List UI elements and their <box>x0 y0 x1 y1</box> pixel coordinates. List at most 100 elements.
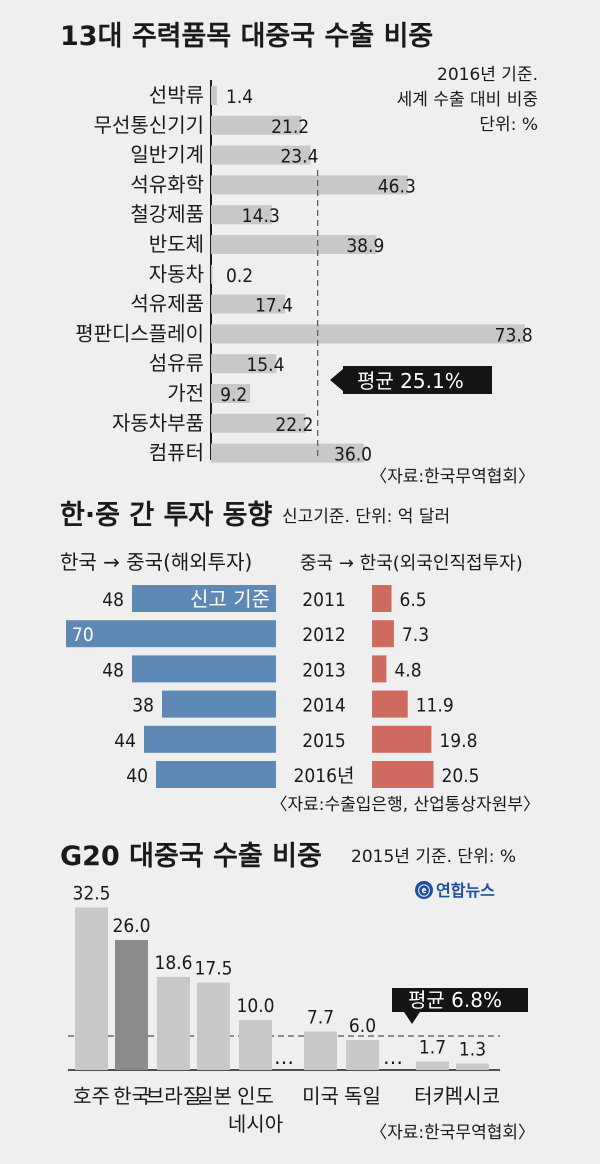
chart2-right-bar <box>372 761 434 788</box>
chart2-left-bar <box>132 655 276 683</box>
chart1-bar <box>211 443 364 463</box>
chart3-category-label: 터키 <box>414 1084 451 1108</box>
chart2-year-label: 2013 <box>302 659 346 681</box>
chart2-year-label: 2014 <box>302 695 346 717</box>
chart2-right-value: 11.9 <box>416 695 454 717</box>
chart2-right-bar <box>372 725 432 753</box>
chart2-right-bar <box>372 585 392 612</box>
chart1-value-label: 22.2 <box>275 414 313 436</box>
chart1-category-label: 석유제품 <box>130 292 204 316</box>
chart1-category-label: 선박류 <box>149 83 204 107</box>
chart1-bar <box>211 145 311 165</box>
chart1-bar <box>211 384 251 403</box>
logo-glyph: ⓔ <box>418 883 430 898</box>
chart1-title: 13대 주력품목 대중국 수출 비중 <box>60 21 433 52</box>
chart3-category-label: 일본 <box>195 1084 232 1108</box>
chart3-category-label: 네시아 <box>228 1112 283 1136</box>
chart1-category-label: 석유화학 <box>130 172 204 196</box>
chart3-category-label: 멕시코 <box>445 1084 500 1108</box>
chart3-value-label: 10.0 <box>236 995 274 1017</box>
chart1-note-2: 세계 수출 대비 비중 <box>397 90 538 110</box>
chart3-value-label: 17.5 <box>194 958 232 980</box>
chart1-value-label: 0.2 <box>226 265 253 287</box>
chart1-value-label: 9.2 <box>220 384 247 406</box>
chart2-left-value: 48 <box>102 659 124 681</box>
chart3-ellipsis: … <box>274 1045 294 1069</box>
chart1-value-label: 73.8 <box>495 324 533 346</box>
chart3-title: G20 대중국 수출 비중 <box>60 841 322 872</box>
chart1-bar <box>211 354 277 374</box>
chart2-year-label: 2015 <box>302 730 346 752</box>
chart2-right-bar <box>372 690 408 718</box>
chart3-category-label: 인도 <box>237 1084 274 1108</box>
chart1-bar <box>211 235 377 254</box>
chart3-value-label: 1.3 <box>459 1039 486 1061</box>
chart2-left-bar <box>162 690 276 718</box>
chart1-average-label: 평균 25.1% <box>357 369 464 393</box>
chart1-category-label: 평판디스플레이 <box>75 321 204 345</box>
chart3-average-label: 평균 6.8% <box>408 988 502 1012</box>
chart2-right-value: 6.5 <box>400 589 427 611</box>
chart3-ellipsis: … <box>383 1045 403 1069</box>
chart1-category-label: 가전 <box>167 381 204 405</box>
chart1-bar <box>211 413 306 433</box>
chart3-value-label: 18.6 <box>154 952 192 974</box>
chart1-value-label: 38.9 <box>346 235 384 257</box>
chart3-value-label: 7.7 <box>307 1007 334 1029</box>
chart3-category-label: 독일 <box>344 1084 381 1108</box>
chart3-category-label: 호주 <box>73 1084 110 1108</box>
chart2-left-value: 44 <box>114 730 136 752</box>
chart1-category-label: 일반기계 <box>130 143 204 167</box>
chart2-year-label: 2011 <box>302 589 346 611</box>
chart3-bar <box>115 940 148 1070</box>
chart1-category-label: 무선통신기기 <box>94 113 204 137</box>
chart2-left-header: 한국 → 중국(해외투자) <box>60 550 252 574</box>
chart2-left-bar <box>132 585 276 612</box>
chart2-bar-note: 신고 기준 <box>190 587 270 611</box>
chart2-right-bar <box>372 620 394 648</box>
chart2-source: 〈자료:수출입은행, 산업통상자원부〉 <box>271 795 541 815</box>
chart1-bar <box>211 86 217 105</box>
chart2-left-bar <box>144 725 276 753</box>
chart1-value-label: 21.2 <box>271 116 309 138</box>
chart3-value-label: 1.7 <box>419 1037 446 1059</box>
chart1-value-label: 36.0 <box>334 444 372 466</box>
chart2-title: 한·중 간 투자 동향 <box>60 500 272 531</box>
chart2-left-value: 38 <box>132 695 154 717</box>
chart1-average-callout <box>330 366 492 394</box>
chart1-value-label: 17.4 <box>255 295 293 317</box>
chart1-bar <box>211 324 525 344</box>
chart1-note-1: 2016년 기준. <box>437 65 538 85</box>
chart2-right-header: 중국 → 한국(외국인직접투자) <box>300 553 523 574</box>
chart1-category-label: 컴퓨터 <box>149 441 204 465</box>
logo-mark <box>415 881 433 899</box>
chart1-category-label: 섬유류 <box>149 351 204 375</box>
chart2-right-value: 4.8 <box>394 659 421 681</box>
chart2-year-label: 2012 <box>302 624 346 646</box>
chart1-plot: 선박류 1.4 무선통신기기 21.2 일반기계 23.4 석유화학 46.3 철강제품 14.3… <box>75 80 533 466</box>
chart1-category-label: 자동차부품 <box>112 411 204 435</box>
chart1-category-label: 자동차 <box>149 262 204 286</box>
chart3-bar <box>75 907 108 1070</box>
chart3-bar <box>157 977 190 1070</box>
chart1-note-3: 단위: % <box>479 115 538 135</box>
chart3-bar <box>304 1031 337 1070</box>
chart3-subtitle: 2015년 기준. 단위: % <box>351 847 516 867</box>
chart3-bar <box>456 1063 489 1070</box>
chart2-right-value: 19.8 <box>439 730 477 752</box>
chart1-bar <box>211 175 408 195</box>
chart2-right-value: 20.5 <box>442 765 480 787</box>
chart2-right-value: 7.3 <box>402 624 429 646</box>
chart3-category-label: 브라질 <box>146 1084 201 1108</box>
chart1-value-label: 23.4 <box>280 146 318 168</box>
chart1-source: 〈자료:한국무역협회〉 <box>370 467 535 487</box>
chart2-left-value: 48 <box>102 589 124 611</box>
chart2-left-value: 70 <box>72 624 94 646</box>
chart3-value-label: 26.0 <box>112 915 150 937</box>
chart2-right-bar <box>372 655 387 683</box>
logo-text: 연합뉴스 <box>436 881 495 900</box>
chart1-value-label: 46.3 <box>378 175 416 197</box>
chart1-value-label: 15.4 <box>246 354 284 376</box>
